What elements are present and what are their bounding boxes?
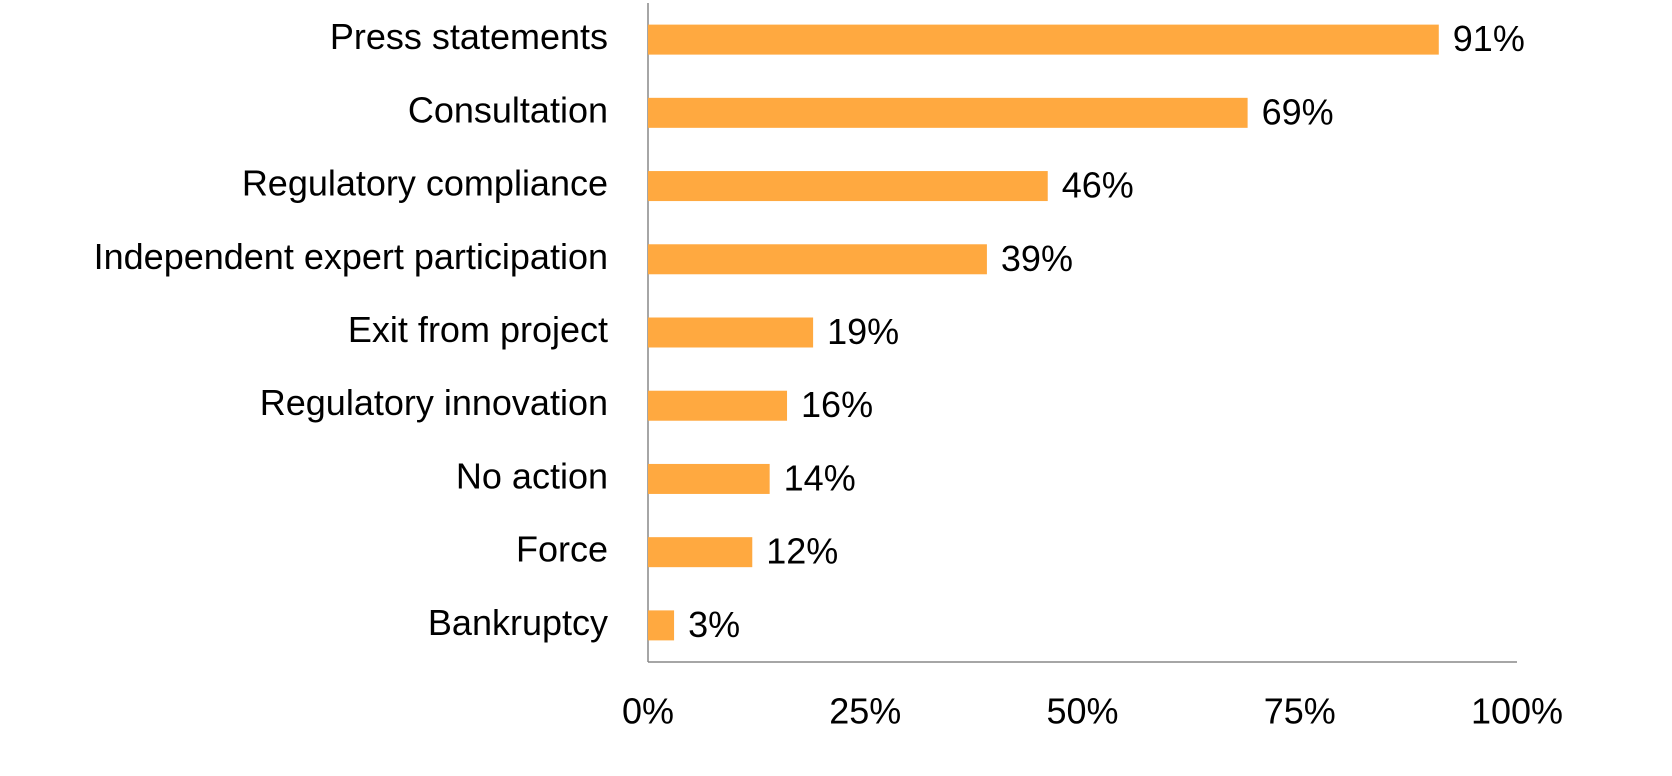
y-tick-label: Force — [516, 529, 608, 570]
bar — [648, 463, 770, 494]
bar — [648, 97, 1248, 128]
y-tick-label: Bankruptcy — [428, 602, 608, 643]
data-label: 91% — [1453, 18, 1525, 59]
x-tick-label: 0% — [622, 691, 674, 732]
y-tick-label: No action — [456, 455, 608, 496]
x-tick-label: 50% — [1046, 691, 1118, 732]
data-label: 46% — [1062, 165, 1134, 206]
data-label: 39% — [1001, 238, 1073, 279]
bar — [648, 390, 788, 421]
data-label: 3% — [688, 604, 740, 645]
data-label: 14% — [784, 457, 856, 498]
data-label: 19% — [827, 311, 899, 352]
y-tick-label: Independent expert participation — [94, 236, 608, 277]
y-tick-label: Regulatory compliance — [242, 163, 608, 204]
x-tick-label: 100% — [1471, 691, 1563, 732]
y-tick-label: Exit from project — [348, 309, 608, 350]
data-label: 69% — [1262, 91, 1334, 132]
bar — [648, 24, 1439, 55]
y-tick-label: Regulatory innovation — [260, 382, 608, 423]
bar — [648, 171, 1048, 202]
x-tick-label: 75% — [1264, 691, 1336, 732]
data-label: 16% — [801, 384, 873, 425]
y-tick-label: Press statements — [330, 16, 608, 57]
bar — [648, 537, 753, 568]
bar — [648, 317, 814, 348]
bar — [648, 610, 675, 641]
data-label: 12% — [766, 531, 838, 572]
x-tick-label: 25% — [829, 691, 901, 732]
y-tick-label: Consultation — [408, 89, 608, 130]
bar — [648, 244, 987, 275]
